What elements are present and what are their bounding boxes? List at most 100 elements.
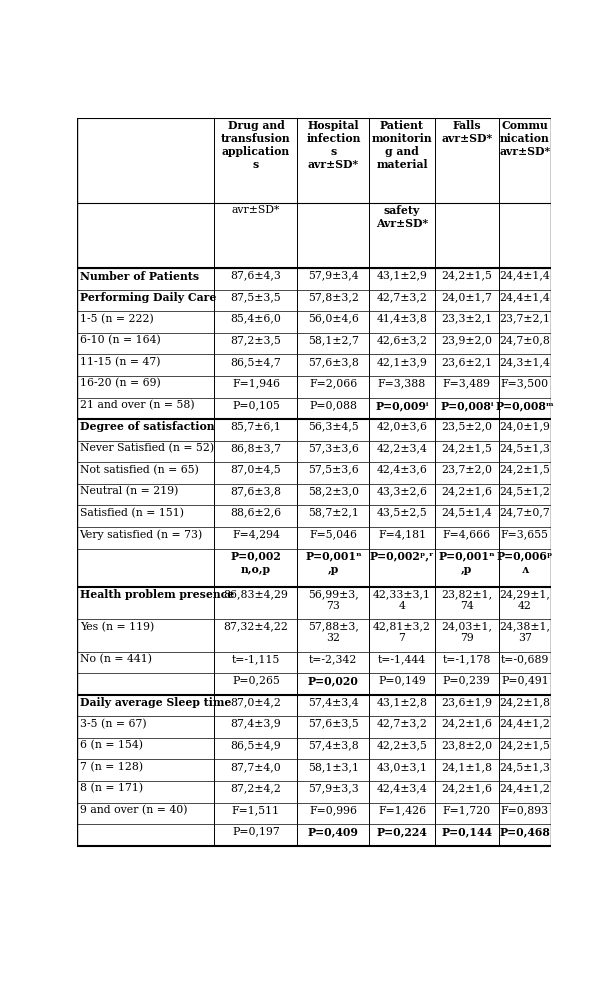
Text: 23,6±2,1: 23,6±2,1 [441,357,492,367]
Text: 21 and over (n = 58): 21 and over (n = 58) [80,400,194,410]
Text: 24,4±1,2: 24,4±1,2 [499,783,550,793]
Text: 23,3±2,1: 23,3±2,1 [441,314,492,324]
Text: 87,0±4,5: 87,0±4,5 [231,464,282,474]
Text: 56,0±4,6: 56,0±4,6 [308,314,359,324]
Text: 56,3±4,5: 56,3±4,5 [308,421,359,431]
Text: 24,2±1,6: 24,2±1,6 [441,718,492,729]
Text: 24,5±1,3: 24,5±1,3 [499,443,550,453]
Text: 24,4±1,4: 24,4±1,4 [499,292,550,302]
Text: t=-0,689: t=-0,689 [501,654,549,664]
Text: 24,03±1,
79: 24,03±1, 79 [441,622,492,644]
Text: P=0,105: P=0,105 [232,400,280,410]
Text: P=0,001ⁿ
,p: P=0,001ⁿ ,p [305,551,362,575]
Text: t=-2,342: t=-2,342 [309,654,357,664]
Text: 85,7±6,1: 85,7±6,1 [231,421,282,431]
Text: P=0,008ⁱ: P=0,008ⁱ [440,400,493,411]
Text: F=3,489: F=3,489 [442,378,491,389]
Text: 24,2±1,5: 24,2±1,5 [441,271,492,280]
Text: 58,2±3,0: 58,2±3,0 [308,486,359,496]
Text: 24,38±1,
37: 24,38±1, 37 [499,622,550,644]
Text: 42,2±3,5: 42,2±3,5 [376,740,427,750]
Text: 87,2±3,5: 87,2±3,5 [231,336,282,345]
Text: 23,6±1,9: 23,6±1,9 [441,697,492,707]
Text: 24,2±1,6: 24,2±1,6 [441,486,492,496]
Text: 43,1±2,9: 43,1±2,9 [376,271,427,280]
Text: F=1,511: F=1,511 [232,805,280,815]
Text: 24,7±0,7: 24,7±0,7 [499,508,550,518]
Text: 58,7±2,1: 58,7±2,1 [308,508,359,518]
Text: 23,8±2,0: 23,8±2,0 [441,740,492,750]
Text: 42,33±3,1
4: 42,33±3,1 4 [373,589,431,611]
Text: 57,9±3,3: 57,9±3,3 [308,783,359,793]
Text: 24,2±1,5: 24,2±1,5 [499,464,550,474]
Text: 58,1±3,1: 58,1±3,1 [308,762,359,771]
Text: t=-1,444: t=-1,444 [378,654,426,664]
Text: Number of Patients: Number of Patients [80,271,199,281]
Text: F=4,666: F=4,666 [442,529,491,539]
Text: P=0,001ⁿ
,p: P=0,001ⁿ ,p [438,551,495,575]
Text: 87,0±4,2: 87,0±4,2 [231,697,282,707]
Text: F=1,426: F=1,426 [378,805,426,815]
Text: Commu
nication
avr±SD*: Commu nication avr±SD* [499,120,550,157]
Text: 85,4±6,0: 85,4±6,0 [231,314,282,324]
Text: 23,82±1,
74: 23,82±1, 74 [441,589,492,611]
Text: 8 (n = 171): 8 (n = 171) [80,783,143,794]
Text: 1-5 (n = 222): 1-5 (n = 222) [80,314,154,324]
Text: 9 and over (n = 40): 9 and over (n = 40) [80,805,187,815]
Text: P=0,088: P=0,088 [310,400,357,410]
Text: 87,6±3,8: 87,6±3,8 [230,486,282,496]
Text: safety
Avr±SD*: safety Avr±SD* [376,205,428,229]
Text: 24,5±1,2: 24,5±1,2 [499,486,550,496]
Text: 57,3±3,6: 57,3±3,6 [308,443,359,453]
Text: F=1,720: F=1,720 [442,805,491,815]
Text: Satisfied (n = 151): Satisfied (n = 151) [80,508,184,518]
Text: 43,3±2,6: 43,3±2,6 [376,486,428,496]
Text: 24,4±1,4: 24,4±1,4 [499,271,550,280]
Text: 24,1±1,8: 24,1±1,8 [441,762,492,771]
Text: Neutral (n = 219): Neutral (n = 219) [80,486,178,497]
Text: Never Satisfied (n = 52): Never Satisfied (n = 52) [80,443,214,454]
Text: 6-10 (n = 164): 6-10 (n = 164) [80,336,160,345]
Text: 43,0±3,1: 43,0±3,1 [376,762,428,771]
Text: P=0,468: P=0,468 [499,827,550,837]
Text: 42,2±3,4: 42,2±3,4 [376,443,427,453]
Text: Health problem presence: Health problem presence [80,589,234,600]
Text: 42,6±3,2: 42,6±3,2 [376,336,428,345]
Text: P=0,149: P=0,149 [378,676,426,686]
Text: Yes (n = 119): Yes (n = 119) [80,622,154,632]
Text: 57,4±3,4: 57,4±3,4 [308,697,359,707]
Text: F=5,046: F=5,046 [310,529,357,539]
Text: 57,5±3,6: 57,5±3,6 [308,464,359,474]
Text: 43,5±2,5: 43,5±2,5 [376,508,427,518]
Text: F=0,996: F=0,996 [310,805,357,815]
Text: Patient
monitorin
g and
material: Patient monitorin g and material [371,120,432,170]
Text: 87,2±4,2: 87,2±4,2 [231,783,282,793]
Text: 42,4±3,6: 42,4±3,6 [376,464,427,474]
Text: 23,5±2,0: 23,5±2,0 [441,421,492,431]
Text: 87,32±4,22: 87,32±4,22 [223,622,288,632]
Text: 24,0±1,7: 24,0±1,7 [441,292,492,302]
Text: t=-1,178: t=-1,178 [442,654,491,664]
Text: 56,99±3,
73: 56,99±3, 73 [308,589,359,611]
Text: 57,88±3,
32: 57,88±3, 32 [308,622,359,644]
Text: 86,5±4,9: 86,5±4,9 [231,740,282,750]
Text: 43,1±2,8: 43,1±2,8 [376,697,428,707]
Text: 41,4±3,8: 41,4±3,8 [376,314,427,324]
Text: P=0,409: P=0,409 [308,827,359,837]
Text: 86,83±4,29: 86,83±4,29 [223,589,288,599]
Text: Falls
avr±SD*: Falls avr±SD* [441,120,492,145]
Text: F=4,294: F=4,294 [232,529,280,539]
Text: P=0,491: P=0,491 [501,676,549,686]
Text: 24,3±1,4: 24,3±1,4 [499,357,550,367]
Text: 24,29±1,
42: 24,29±1, 42 [499,589,550,611]
Text: P=0,002ᵖ,ʳ: P=0,002ᵖ,ʳ [370,551,435,562]
Text: F=3,388: F=3,388 [378,378,426,389]
Text: 58,1±2,7: 58,1±2,7 [308,336,359,345]
Text: 24,2±1,5: 24,2±1,5 [441,443,492,453]
Text: 11-15 (n = 47): 11-15 (n = 47) [80,357,160,367]
Text: avr±SD*: avr±SD* [232,205,280,215]
Text: 88,6±2,6: 88,6±2,6 [230,508,282,518]
Text: P=0,224: P=0,224 [376,827,427,837]
Text: Performing Daily Care: Performing Daily Care [80,292,216,303]
Text: 7 (n = 128): 7 (n = 128) [80,762,143,772]
